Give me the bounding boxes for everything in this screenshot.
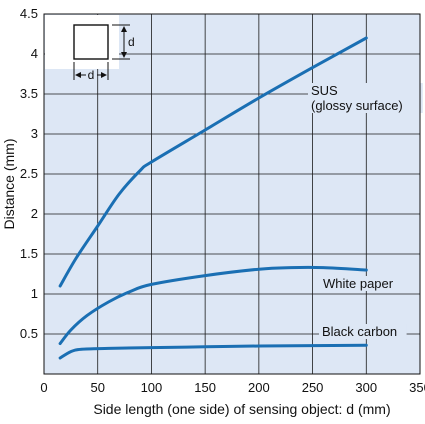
series-line [58, 36, 368, 288]
x-tick-label: 250 [302, 380, 324, 395]
y-tick-label: 2.5 [20, 166, 38, 181]
x-axis-title: Side length (one side) of sensing object… [93, 401, 390, 417]
inset-d-right: d [128, 35, 135, 49]
y-tick-label: 4.5 [20, 6, 38, 21]
y-tick-label: 0.5 [20, 326, 38, 341]
series-label-bg [319, 324, 407, 339]
arrow-down-icon [121, 52, 127, 58]
series-layer: SUS(glossy surface) White paper Black carb… [58, 36, 423, 360]
y-axis-title: Distance (mm) [1, 138, 17, 229]
square-object [73, 24, 109, 60]
y-tick-label: 3 [31, 126, 38, 141]
series-label: SUS [311, 83, 338, 98]
x-tick-label: 150 [194, 380, 216, 395]
arrow-left-icon [75, 72, 81, 78]
object-size-inset: dd [45, 15, 135, 82]
x-tick-label: 200 [248, 380, 270, 395]
series-label: (glossy surface) [311, 98, 403, 113]
series-label-bg [308, 83, 423, 113]
series-line [58, 343, 368, 360]
plot-area [44, 14, 420, 374]
y-tick-label: 1.5 [20, 246, 38, 261]
x-tick-label: 350 [409, 380, 425, 395]
y-tick-label: 2 [31, 206, 38, 221]
y-tick-label: 4 [31, 46, 38, 61]
series-label-bg [320, 276, 401, 291]
series-line [58, 265, 368, 346]
arrow-right-icon [101, 72, 107, 78]
x-tick-label: 0 [40, 380, 47, 395]
series-label: Black carbon [322, 324, 397, 339]
inset-d-bottom: d [88, 68, 95, 82]
x-tick-label: 50 [90, 380, 104, 395]
x-tick-label: 100 [141, 380, 163, 395]
axis-ticks: 0 50 100 150 200 250 300 350 0.5 1 1.5 2 2.5 3 3.5 4 4.5 [20, 6, 425, 395]
y-tick-label: 1 [31, 286, 38, 301]
y-tick-label: 3.5 [20, 86, 38, 101]
series-label: White paper [323, 276, 394, 291]
x-tick-label: 300 [355, 380, 377, 395]
plot-frame [43, 13, 421, 375]
arrow-up-icon [121, 26, 127, 32]
grid-lines [44, 14, 420, 374]
